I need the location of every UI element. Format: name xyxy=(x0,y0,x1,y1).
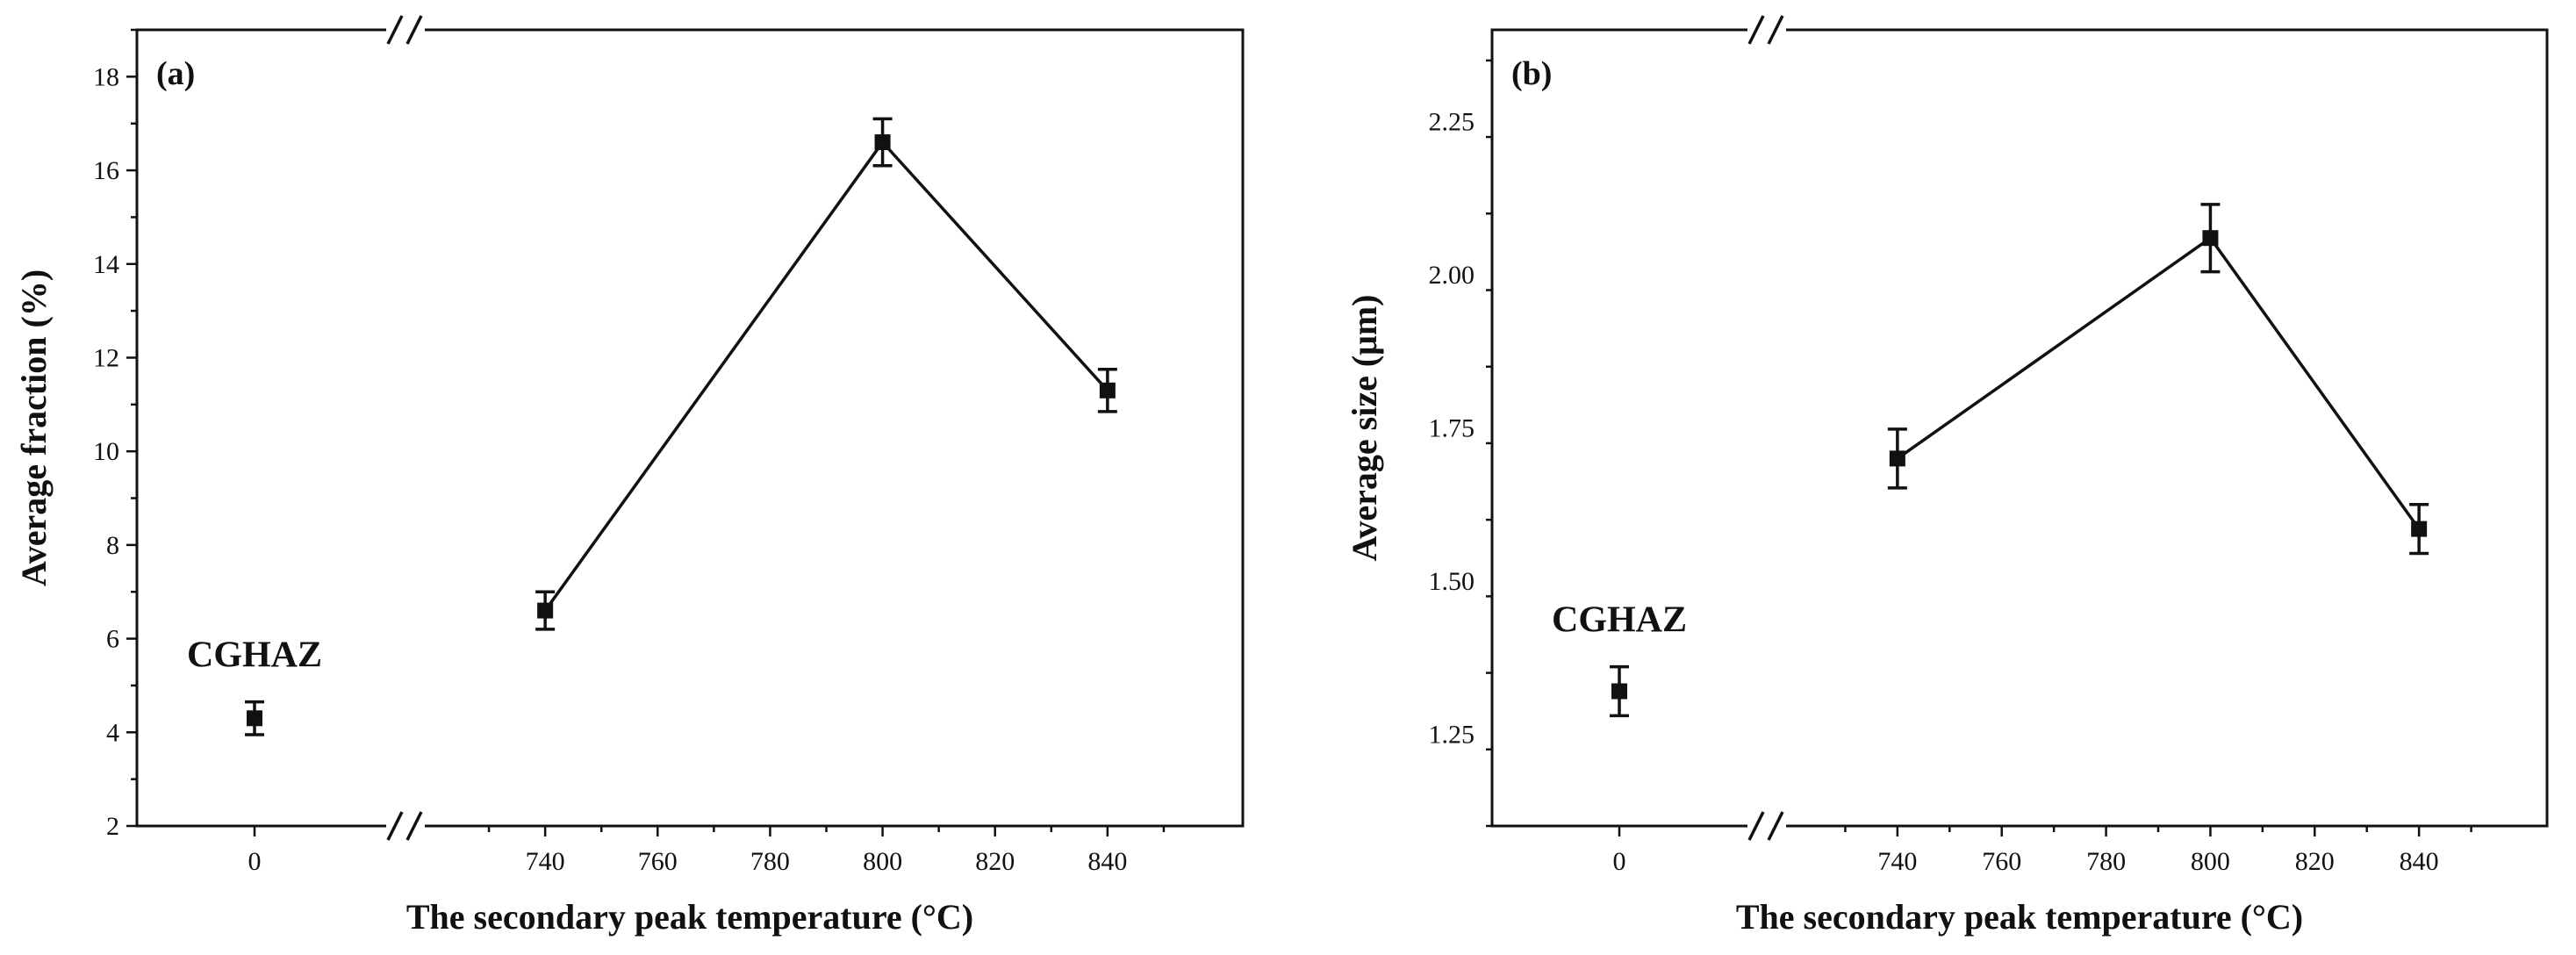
x-tick-label: 820 xyxy=(2295,847,2335,876)
x-tick-label: 760 xyxy=(638,847,678,876)
x-tick-label: 0 xyxy=(1613,847,1626,876)
axis-break-bottom-slash-2 xyxy=(405,811,423,841)
x-axis-label: The secondary peak temperature (°C) xyxy=(406,897,973,937)
x-tick-label: 820 xyxy=(975,847,1015,876)
chart-panel-b: 1.25 1.50 1.75 2.00 2.25 0 740 760 780 800 820 840 T… xyxy=(1345,15,2549,937)
y-tick-label: 8 xyxy=(106,531,119,560)
x-tick-label: 800 xyxy=(2191,847,2230,876)
y-tick-label: 10 xyxy=(93,437,119,466)
y-tick-label: 16 xyxy=(93,156,119,185)
x-tick-label: 760 xyxy=(1982,847,2021,876)
y-tick-label: 2.00 xyxy=(1429,261,1475,290)
x-tick-label: 780 xyxy=(750,847,790,876)
series-line xyxy=(1896,235,2421,530)
axis-break-top-slash-2 xyxy=(405,15,423,45)
cghaz-annotation: CGHAZ xyxy=(187,635,322,676)
y-tick-label: 1.25 xyxy=(1429,720,1475,749)
axis-break-bottom-slash-1 xyxy=(1747,811,1765,841)
y-tick-label: 2.25 xyxy=(1429,108,1475,137)
y-tick-label: 1.75 xyxy=(1429,414,1475,443)
plot-frame xyxy=(135,28,1245,828)
y-tick-label: 14 xyxy=(93,250,119,279)
series-line xyxy=(543,140,1109,612)
data-point-marker xyxy=(537,602,554,619)
cghaz-point-marker xyxy=(1611,683,1627,700)
data-point-marker xyxy=(2411,521,2428,537)
x-tick-label: 740 xyxy=(1877,847,1917,876)
y-tick-label: 6 xyxy=(106,625,119,654)
x-tick-label: 840 xyxy=(1087,847,1127,876)
x-tick-label: 740 xyxy=(526,847,565,876)
cghaz-point-marker xyxy=(247,710,262,727)
y-tick-label: 18 xyxy=(93,62,119,91)
axis-break-bottom-slash-1 xyxy=(386,811,404,841)
y-axis-label: Average fraction (%) xyxy=(14,269,54,586)
x-tick-label: 780 xyxy=(2086,847,2126,876)
axis-break-top-slash-1 xyxy=(1747,15,1765,45)
data-point-marker xyxy=(1099,382,1116,399)
cghaz-annotation: CGHAZ xyxy=(1552,600,1687,641)
y-tick-label: 2 xyxy=(106,812,119,841)
axis-break-bottom-slash-2 xyxy=(1767,811,1784,841)
data-point-marker xyxy=(1889,450,1905,467)
data-point-marker xyxy=(874,134,891,151)
x-axis-label: The secondary peak temperature (°C) xyxy=(1736,897,2303,937)
y-axis-label: Average size (μm) xyxy=(1345,294,1384,561)
x-tick-label: 840 xyxy=(2400,847,2439,876)
axis-break-top-slash-2 xyxy=(1767,15,1784,45)
plot-frame xyxy=(1490,28,2549,828)
panel-label: (b) xyxy=(1511,55,1552,92)
data-point-marker xyxy=(2202,230,2219,247)
y-tick-label: 4 xyxy=(106,718,119,747)
chart-panel-a: 2 4 6 8 10 12 14 16 18 0 740 760 780 800 820 840 The sec… xyxy=(14,15,1245,937)
y-tick-label: 1.50 xyxy=(1429,567,1475,596)
axis-break-top-slash-1 xyxy=(386,15,404,45)
x-tick-label: 800 xyxy=(863,847,902,876)
panel-label: (a) xyxy=(156,55,195,92)
y-tick-label: 12 xyxy=(93,343,119,372)
x-tick-label: 0 xyxy=(248,847,262,876)
